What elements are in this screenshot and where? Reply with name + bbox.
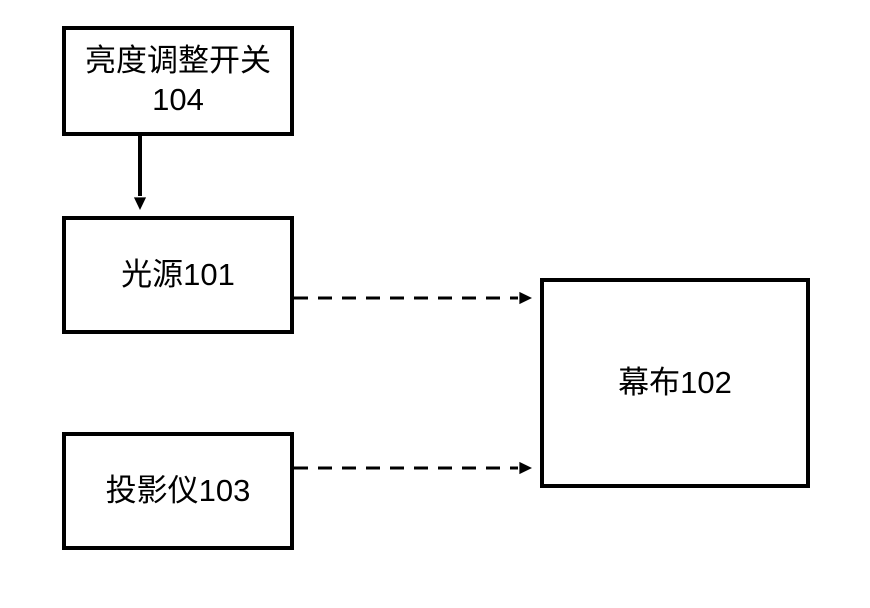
node-label: 投影仪103 bbox=[106, 472, 251, 511]
node-light-source: 光源101 bbox=[62, 216, 294, 334]
diagram-canvas: 亮度调整开关104 光源101 投影仪103 幕布102 bbox=[0, 0, 870, 608]
node-projector: 投影仪103 bbox=[62, 432, 294, 550]
node-label: 光源101 bbox=[121, 256, 235, 295]
node-brightness-switch: 亮度调整开关104 bbox=[62, 26, 294, 136]
node-label: 亮度调整开关104 bbox=[66, 42, 290, 120]
node-screen: 幕布102 bbox=[540, 278, 810, 488]
node-label: 幕布102 bbox=[618, 364, 732, 403]
